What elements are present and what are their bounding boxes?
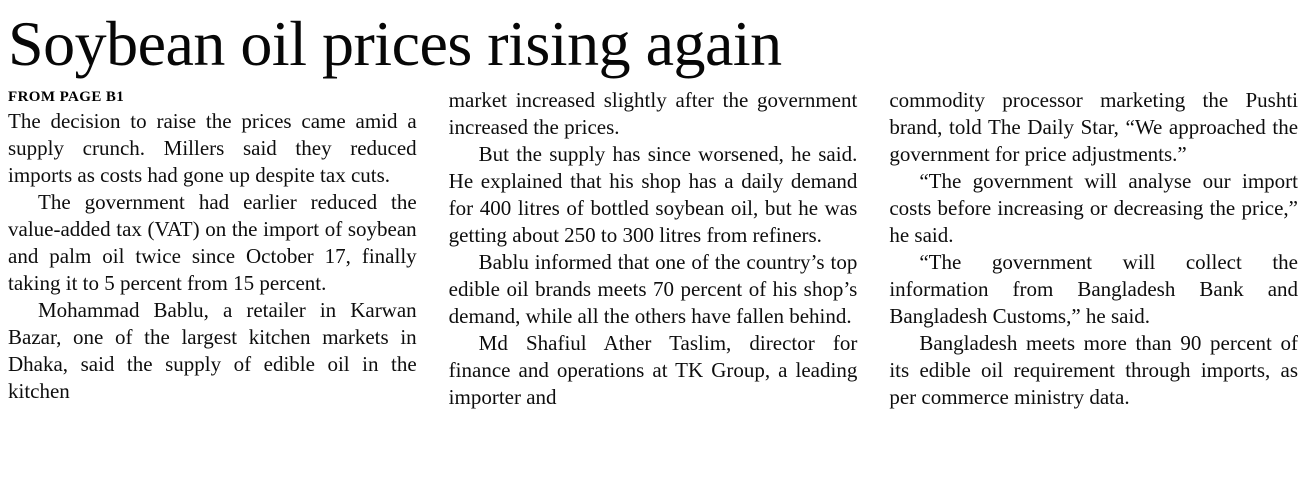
paragraph: market increased slightly after the gove…	[448, 88, 858, 140]
paragraph: Bablu informed that one of the country’s…	[448, 250, 858, 329]
paragraph: “The government will collect the informa…	[889, 250, 1299, 329]
paragraph: “The government will analyse our import …	[889, 169, 1299, 248]
headline: Soybean oil prices rising again	[8, 8, 782, 79]
paragraph: Md Shafiul Ather Taslim, director for fi…	[448, 331, 858, 410]
paragraph: But the supply has since worsened, he sa…	[448, 142, 858, 248]
column-1: FROM PAGE B1 The decision to raise the p…	[8, 87, 417, 411]
column-3: commodity processor marketing the Pushti…	[889, 87, 1298, 411]
paragraph: Bangladesh meets more than 90 percent of…	[889, 331, 1299, 410]
column-2: market increased slightly after the gove…	[449, 87, 858, 411]
paragraph: The government had earlier reduced the v…	[8, 190, 417, 296]
kicker: FROM PAGE B1	[8, 89, 125, 106]
article-columns: FROM PAGE B1 The decision to raise the p…	[8, 87, 1298, 411]
paragraph: The decision to raise the prices came am…	[8, 109, 417, 188]
paragraph: commodity processor marketing the Pushti…	[889, 88, 1299, 167]
paragraph: Mohammad Bablu, a retailer in Karwan Baz…	[8, 298, 417, 404]
